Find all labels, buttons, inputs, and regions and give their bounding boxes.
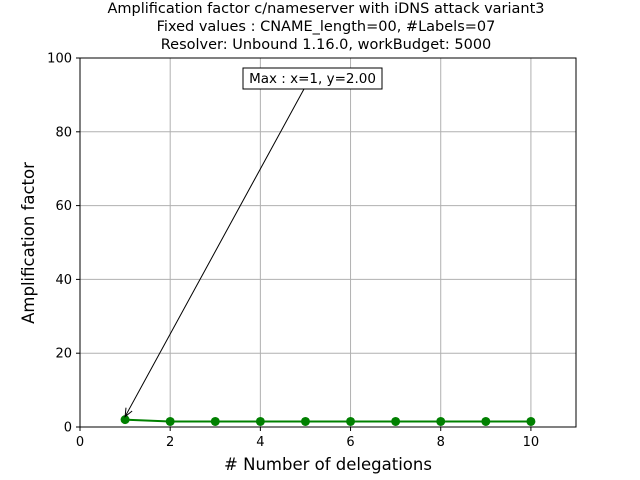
data-point	[210, 416, 220, 426]
data-point	[255, 416, 265, 426]
annotation-arrow-line	[124, 88, 305, 417]
title-line-1: Amplification factor c/nameserver with i…	[107, 1, 544, 17]
x-tick-label: 2	[166, 435, 174, 450]
x-tick-label: 0	[76, 435, 84, 450]
data-point	[436, 416, 446, 426]
y-axis-label: Amplification factor	[19, 162, 38, 324]
data-point	[391, 416, 401, 426]
title-line-2: Fixed values : CNAME_length=00, #Labels=…	[157, 19, 496, 35]
annotation: Max : x=1, y=2.00	[124, 67, 383, 418]
data-point	[481, 416, 491, 426]
series-line	[125, 418, 531, 423]
x-tick-label: 6	[346, 435, 354, 450]
y-tick-label: 60	[55, 199, 72, 214]
data-point	[346, 416, 356, 426]
data-point	[120, 415, 130, 425]
data-point	[165, 416, 175, 426]
annotation-box	[242, 67, 383, 90]
grid	[79, 57, 576, 428]
y-tick-label: 100	[47, 52, 72, 67]
y-tick-label: 0	[64, 421, 72, 436]
chart-title: Amplification factor c/nameserver with i…	[107, 1, 544, 53]
y-tick-label: 40	[55, 273, 72, 288]
title-line-3: Resolver: Unbound 1.16.0, workBudget: 50…	[161, 37, 492, 53]
annotation-text: Max : x=1, y=2.00	[249, 71, 376, 87]
data-point	[526, 416, 536, 426]
data-point	[300, 416, 310, 426]
x-axis-label: # Number of delegations	[224, 455, 432, 474]
y-tick-label: 20	[55, 347, 72, 362]
series-layer	[120, 415, 536, 426]
x-tick-label: 4	[256, 435, 264, 450]
y-tick-label: 80	[55, 125, 72, 140]
plot-frame	[79, 57, 577, 428]
x-tick-label: 8	[437, 435, 445, 450]
x-tick-label: 10	[523, 435, 540, 450]
annotation-arrow-head	[124, 407, 133, 418]
